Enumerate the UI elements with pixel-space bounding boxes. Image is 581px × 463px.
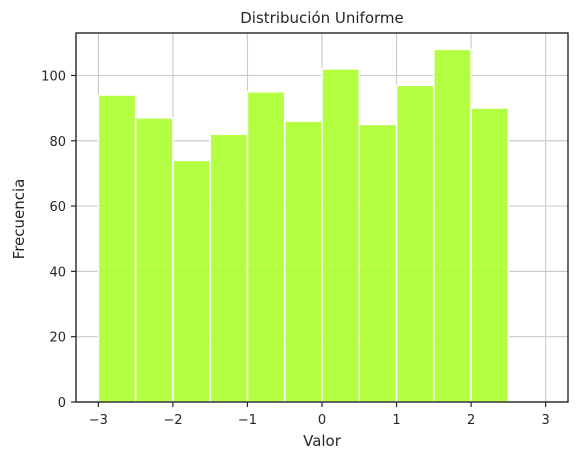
histogram-bar [433,48,472,403]
x-axis-label: Valor [303,432,342,450]
histogram-bar [246,91,286,403]
histogram-bar [209,133,249,403]
histogram-bar [283,120,323,403]
x-tick-label: −1 [238,413,257,428]
y-tick-label: 80 [49,135,66,150]
histogram-bar [470,107,510,403]
x-tick-label: −2 [163,413,182,428]
histogram-bar [358,123,398,403]
x-axis-ticks: −3 −2 −1 0 1 2 3 [89,402,550,428]
x-tick-label: 1 [392,413,400,428]
x-tick-label: −3 [89,413,108,428]
x-tick-label: 3 [541,413,549,428]
y-axis-ticks: 0 20 40 60 80 100 [41,69,76,411]
histogram-bar [134,117,174,403]
histogram-bar [321,68,361,403]
chart-title: Distribución Uniforme [240,9,404,27]
y-tick-label: 40 [49,265,66,280]
x-tick-label: 2 [467,413,475,428]
y-tick-label: 0 [58,396,66,411]
histogram-bar [395,84,435,403]
y-tick-label: 100 [41,69,66,84]
histogram-bar [172,159,211,403]
histogram-bars [97,48,510,403]
y-axis-label: Frecuencia [10,179,28,260]
x-tick-label: 0 [318,413,326,428]
y-tick-label: 20 [49,331,66,346]
histogram-bar [97,94,137,403]
y-tick-label: 60 [49,200,66,215]
